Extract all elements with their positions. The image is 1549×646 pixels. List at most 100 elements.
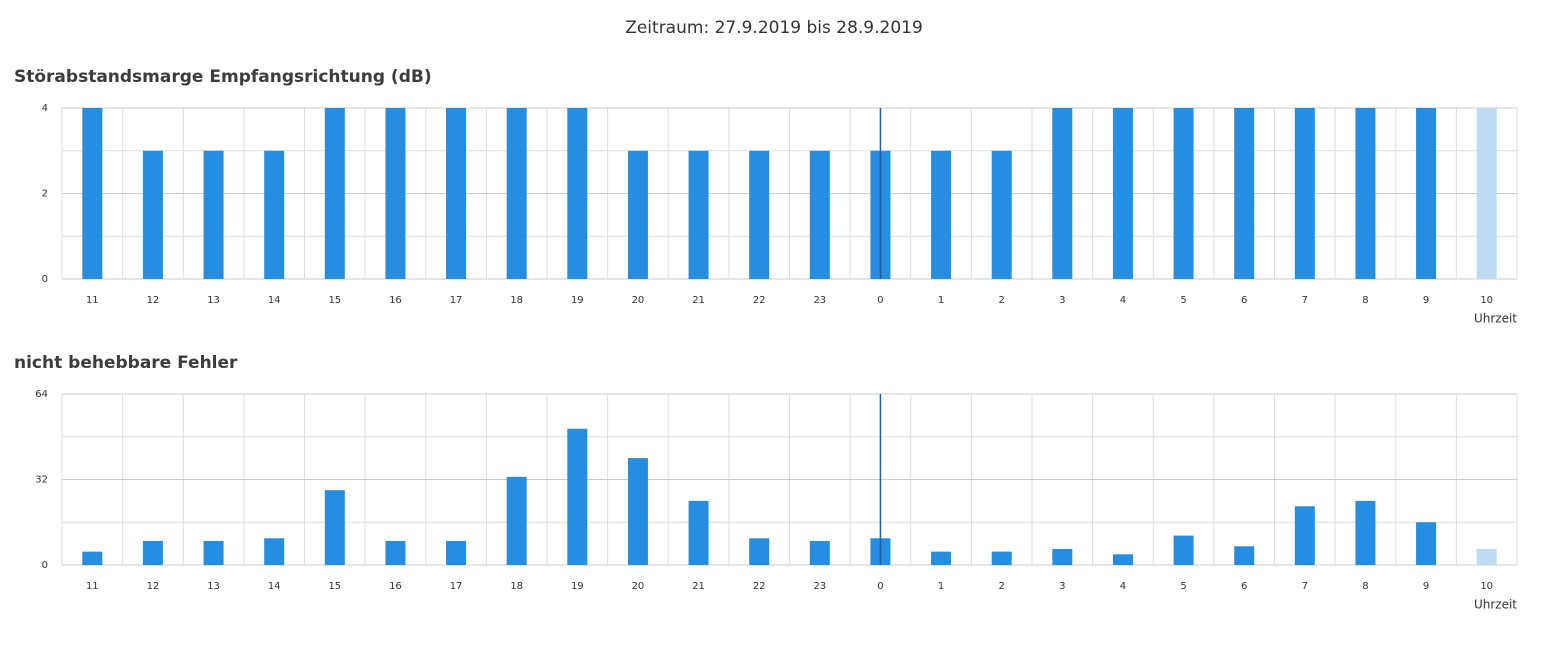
bar: [1355, 108, 1376, 279]
y-tick-label: 0: [42, 274, 48, 285]
bar: [203, 150, 224, 279]
x-tick-label: 5: [1180, 295, 1186, 306]
bar: [203, 540, 224, 565]
x-tick-label: 4: [1120, 295, 1126, 306]
y-tick-label: 2: [42, 189, 48, 200]
x-tick-label: 10: [1480, 581, 1493, 592]
bar: [688, 500, 709, 565]
bar: [1294, 108, 1315, 279]
bar: [1476, 548, 1497, 565]
bar: [264, 150, 285, 279]
bar: [749, 150, 770, 279]
bar: [264, 538, 285, 565]
x-tick-label: 19: [571, 295, 584, 306]
x-tick-label: 22: [753, 581, 766, 592]
bar: [809, 150, 830, 279]
bar: [1173, 535, 1194, 565]
bar: [1112, 108, 1133, 279]
bar: [688, 150, 709, 279]
x-tick-label: 14: [268, 295, 281, 306]
x-tick-label: 17: [450, 295, 463, 306]
bar: [1476, 108, 1497, 279]
bar: [627, 150, 648, 279]
bar: [1052, 548, 1073, 565]
x-tick-label: 14: [268, 581, 281, 592]
x-tick-label: 12: [147, 581, 160, 592]
x-tick-label: 11: [86, 581, 99, 592]
bar: [1355, 500, 1376, 565]
chart-title: Störabstandsmarge Empfangsrichtung (dB): [14, 67, 432, 87]
x-tick-label: 2: [999, 581, 1005, 592]
y-tick-label: 4: [42, 103, 48, 114]
x-tick-label: 15: [328, 295, 341, 306]
bar: [324, 490, 345, 565]
x-tick-label: 6: [1241, 581, 1247, 592]
x-tick-label: 4: [1120, 581, 1126, 592]
bar: [1416, 108, 1437, 279]
x-tick-label: 13: [207, 581, 220, 592]
bar: [567, 108, 588, 279]
x-tick-label: 22: [753, 295, 766, 306]
x-tick-label: 8: [1362, 581, 1368, 592]
x-tick-label: 0: [877, 581, 883, 592]
bar: [1234, 108, 1255, 279]
x-tick-label: 20: [632, 295, 645, 306]
x-tick-label: 3: [1059, 581, 1065, 592]
bar: [809, 540, 830, 565]
x-tick-label: 21: [692, 295, 705, 306]
bar: [1052, 108, 1073, 279]
x-tick-label: 12: [147, 295, 160, 306]
bar: [142, 150, 163, 279]
x-tick-label: 15: [328, 581, 341, 592]
bar: [506, 108, 527, 279]
x-tick-label: 16: [389, 581, 402, 592]
bar: [506, 476, 527, 565]
bar: [749, 538, 770, 565]
x-tick-label: 1: [938, 581, 944, 592]
bar: [567, 428, 588, 565]
y-tick-label: 64: [35, 389, 48, 400]
chart-title: nicht behebbare Fehler: [14, 353, 238, 373]
x-tick-label: 7: [1302, 295, 1308, 306]
x-tick-label: 21: [692, 581, 705, 592]
x-tick-label: 8: [1362, 295, 1368, 306]
x-tick-label: 7: [1302, 581, 1308, 592]
x-tick-label: 9: [1423, 295, 1429, 306]
x-tick-label: 6: [1241, 295, 1247, 306]
x-tick-label: 0: [877, 295, 883, 306]
bar: [446, 108, 467, 279]
x-tick-label: 9: [1423, 581, 1429, 592]
bar: [324, 108, 345, 279]
bar: [385, 108, 406, 279]
x-tick-label: 5: [1180, 581, 1186, 592]
y-tick-label: 0: [42, 560, 48, 571]
x-tick-label: 19: [571, 581, 584, 592]
x-tick-label: 11: [86, 295, 99, 306]
x-tick-label: 18: [510, 581, 523, 592]
x-axis-label: Uhrzeit: [1474, 598, 1517, 612]
bar: [991, 150, 1012, 279]
x-tick-label: 2: [999, 295, 1005, 306]
x-tick-label: 1: [938, 295, 944, 306]
bar: [82, 551, 103, 565]
x-tick-label: 13: [207, 295, 220, 306]
x-tick-label: 3: [1059, 295, 1065, 306]
x-tick-label: 17: [450, 581, 463, 592]
bar: [1234, 546, 1255, 565]
bar: [82, 108, 103, 279]
bar: [1173, 108, 1194, 279]
bar: [627, 458, 648, 565]
bar: [385, 540, 406, 565]
x-axis-label: Uhrzeit: [1474, 312, 1517, 326]
x-tick-label: 16: [389, 295, 402, 306]
x-tick-label: 18: [510, 295, 523, 306]
x-tick-label: 10: [1480, 295, 1493, 306]
x-tick-label: 23: [813, 295, 826, 306]
bar: [931, 551, 952, 565]
bar: [991, 551, 1012, 565]
x-tick-label: 23: [813, 581, 826, 592]
bar: [1294, 506, 1315, 565]
x-tick-label: 20: [632, 581, 645, 592]
